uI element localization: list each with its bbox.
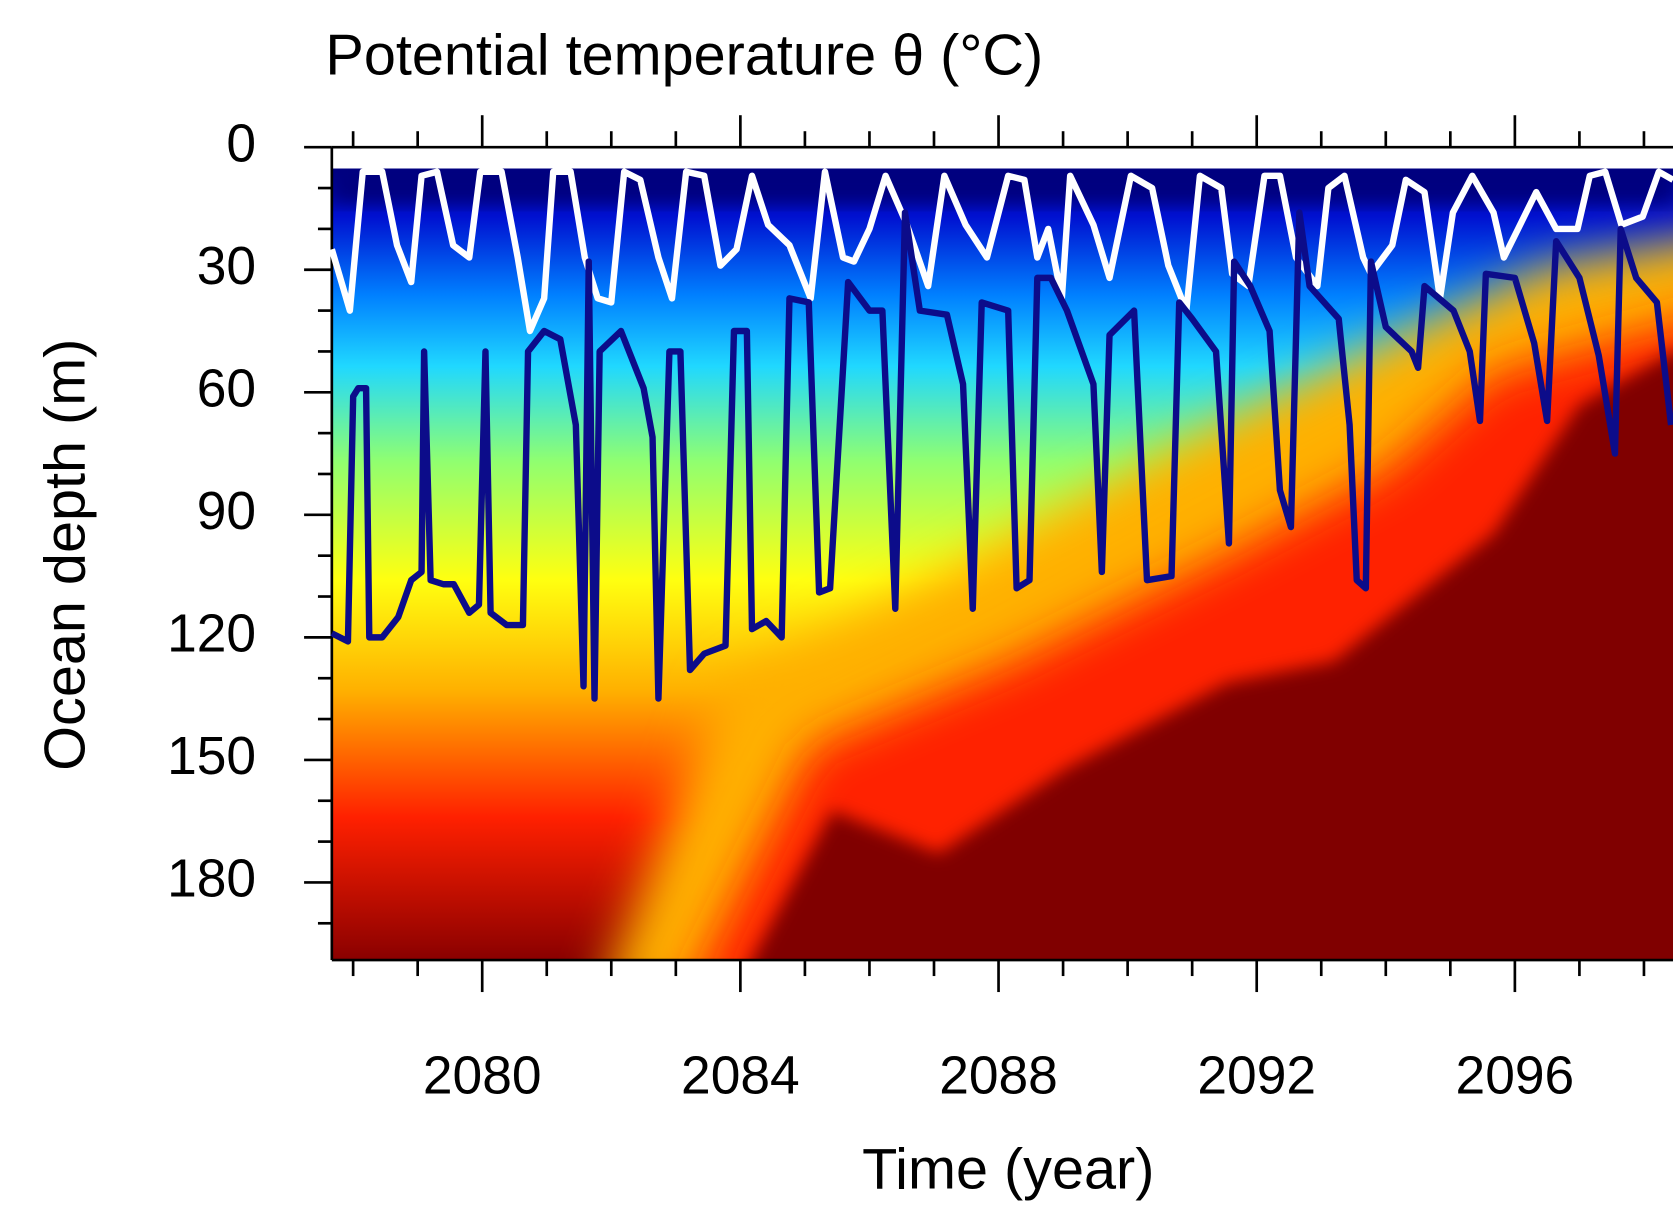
y-tick-label: 0 xyxy=(226,114,256,173)
x-tick-label: 2088 xyxy=(939,1047,1058,1106)
x-tick-label: 2092 xyxy=(1197,1047,1316,1106)
series-line xyxy=(330,209,1673,702)
y-tick-label: 30 xyxy=(197,237,256,296)
y-tick-label: 120 xyxy=(167,604,256,663)
series-line xyxy=(328,168,1673,335)
y-axis-title: Ocean depth (m) xyxy=(34,339,98,771)
field-hottest xyxy=(751,352,1673,961)
x-tick-label: 2084 xyxy=(681,1047,800,1106)
y-tick-label: 150 xyxy=(167,727,256,786)
temperature-field xyxy=(331,168,1673,961)
x-tick-label: 2080 xyxy=(423,1047,542,1106)
chart-title: Potential temperature θ (°C) xyxy=(325,24,1043,88)
x-tick-label: 2096 xyxy=(1456,1047,1575,1106)
y-tick-label: 180 xyxy=(167,850,256,909)
x-axis-title: Time (year) xyxy=(862,1138,1154,1202)
y-tick-label: 60 xyxy=(197,359,256,418)
y-tick-label: 90 xyxy=(197,482,256,541)
